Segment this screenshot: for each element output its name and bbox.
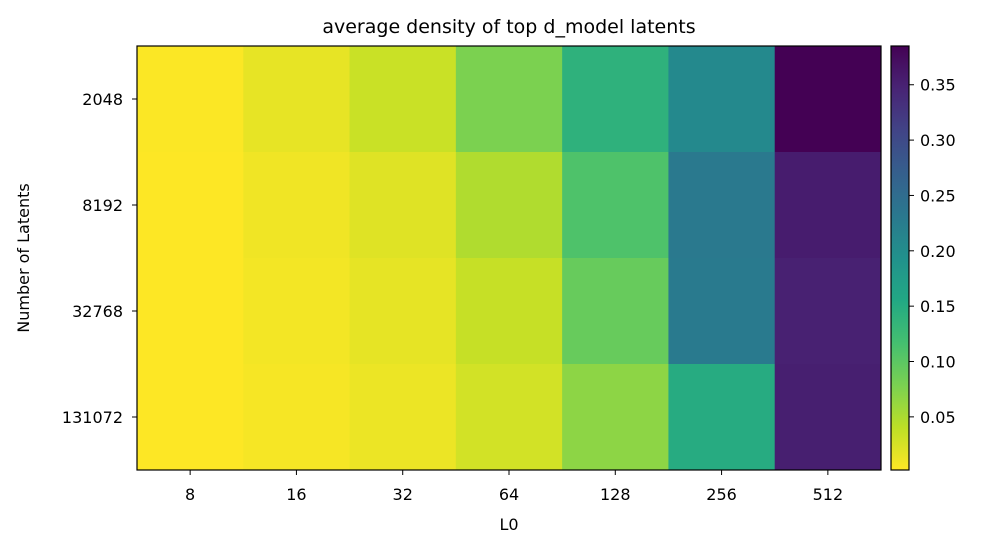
colorbar-ticks: 0.05 0.10 0.15 0.20 0.25 0.30 0.35 [909,76,956,427]
x-tick-label: 8 [185,485,195,504]
heatmap-cell [455,364,563,471]
heatmap-cell [243,46,351,153]
heatmap-cell [243,258,351,365]
heatmap-cell [243,364,351,471]
heatmap-cell [455,152,563,259]
heatmap-cell [562,364,669,471]
y-tick-label: 32768 [72,302,123,321]
heatmap-cell [455,258,563,365]
heatmap-cell [349,364,457,471]
x-tick-label: 512 [813,485,844,504]
heatmap-cell [137,364,244,471]
heatmap-cell [774,46,882,153]
colorbar-tick-label: 0.05 [920,408,956,427]
x-axis-label: L0 [499,515,518,534]
x-axis-ticks: 8 16 32 64 128 256 512 [185,470,843,504]
colorbar-tick-label: 0.15 [920,297,956,316]
y-tick-label: 131072 [62,408,123,427]
heatmap-cell [774,152,882,259]
x-tick-label: 256 [706,485,737,504]
heatmap-cell [137,258,244,365]
heatmap-cell [349,46,457,153]
heatmap-cells [137,46,882,471]
chart-title: average density of top d_model latents [322,16,695,38]
heatmap-cell [668,152,776,259]
heatmap-cell [137,152,244,259]
heatmap-cell [562,258,669,365]
heatmap-cell [243,152,351,259]
y-tick-label: 8192 [82,196,123,215]
colorbar [891,46,909,470]
colorbar-tick-label: 0.30 [920,131,956,150]
x-tick-label: 16 [286,485,306,504]
x-tick-label: 32 [393,485,413,504]
heatmap-cell [774,364,882,471]
heatmap-cell [668,258,776,365]
y-tick-label: 2048 [82,90,123,109]
heatmap-cell [562,152,669,259]
heatmap-cell [137,46,244,153]
colorbar-tick-label: 0.10 [920,353,956,372]
heatmap-cell [349,152,457,259]
heatmap-cell [455,46,563,153]
x-tick-label: 64 [499,485,519,504]
colorbar-tick-label: 0.25 [920,186,956,205]
colorbar-tick-label: 0.35 [920,76,956,95]
y-axis-ticks: 2048 8192 32768 131072 [62,90,137,427]
heatmap-cell [562,46,669,153]
y-axis-label: Number of Latents [14,183,33,332]
heatmap-cell [774,258,882,365]
colorbar-frame [890,45,910,471]
heatmap-cell [668,46,776,153]
x-tick-label: 128 [600,485,631,504]
colorbar-tick-label: 0.20 [920,242,956,261]
heatmap-cell [349,258,457,365]
heatmap-cell [668,364,776,471]
